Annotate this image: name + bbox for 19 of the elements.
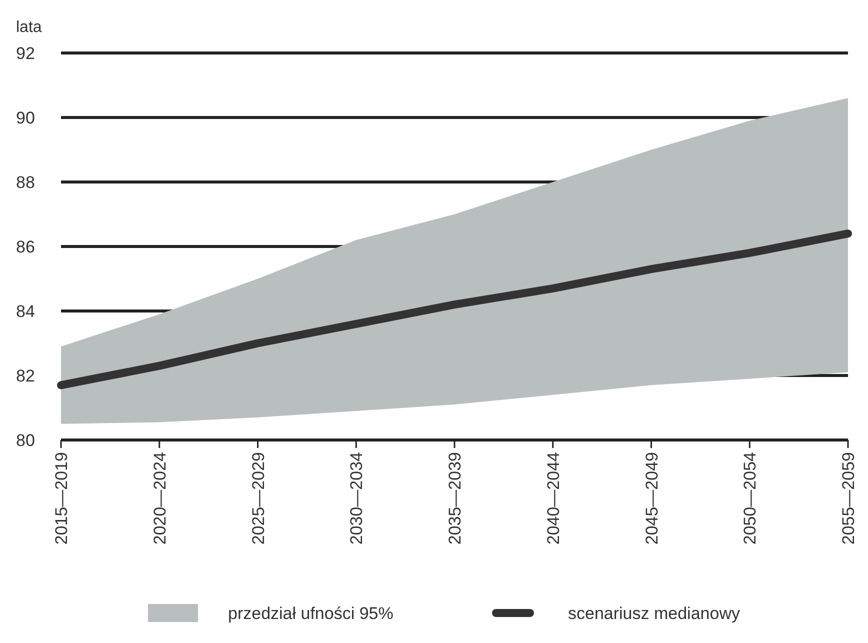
- x-tick-label: 2055—2059: [839, 452, 858, 545]
- y-tick-label: 90: [16, 108, 35, 128]
- y-tick-label: 82: [16, 366, 35, 386]
- text: przedział ufności 95%: [228, 604, 394, 623]
- y-tick-label: 84: [16, 302, 35, 321]
- x-tick-label: 2035—2039: [446, 452, 464, 545]
- x-tick-label: 2015—2019: [52, 452, 71, 545]
- x-tick-label: 2025—2029: [248, 452, 268, 545]
- y-tick-label: 80: [16, 430, 35, 450]
- x-tick-label: 2050—2054: [740, 452, 760, 545]
- x-tick-label: 2040—2044: [544, 452, 563, 545]
- x-tick-label: 2045—2049: [642, 452, 662, 545]
- y-tick-label: 92: [16, 44, 35, 63]
- legend-label: scenariusz medianowy: [568, 604, 740, 623]
- x-tick-label: 2030—2034: [347, 452, 366, 545]
- x-tick-label: 2020—2024: [150, 452, 170, 545]
- y-tick-label: 86: [16, 237, 35, 256]
- y-tick-label: 88: [16, 172, 35, 192]
- y-axis-title: lata: [16, 19, 42, 36]
